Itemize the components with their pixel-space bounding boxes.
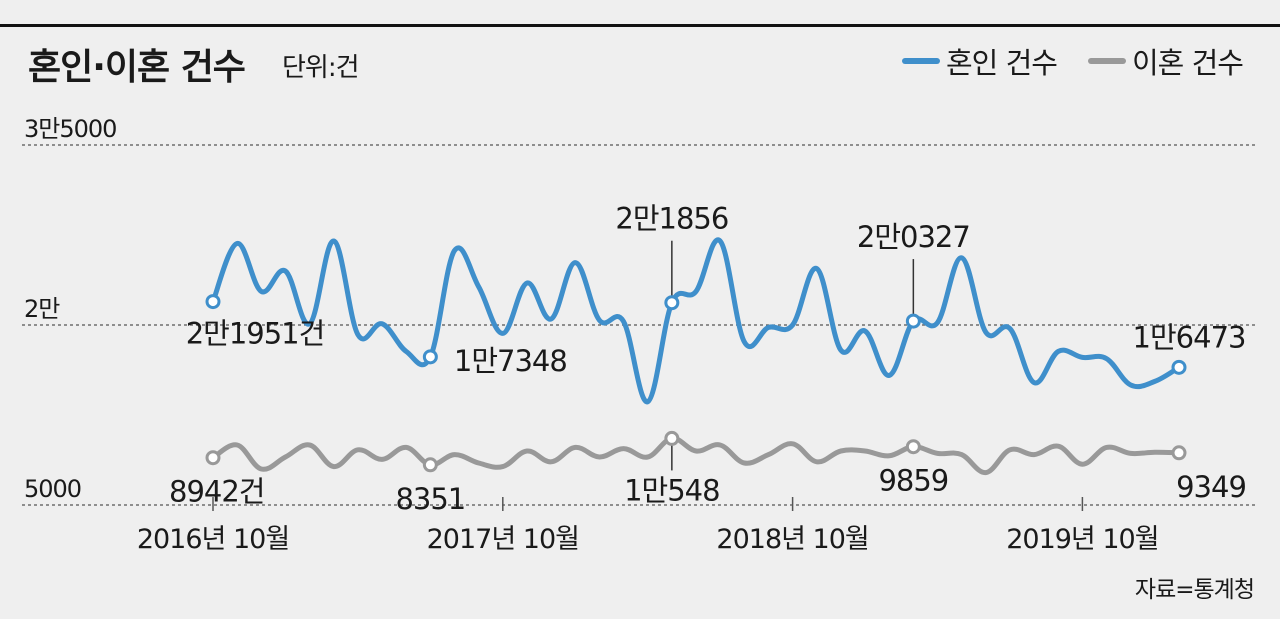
data-point-divorce [1171, 445, 1187, 461]
y-tick-label: 5000 [24, 475, 81, 503]
data-label-marriage: 2만1856 [615, 202, 728, 236]
y-tick-label: 2만 [24, 295, 60, 323]
legend-swatch-divorce [1088, 58, 1126, 64]
data-label-divorce: 8351 [395, 482, 465, 516]
legend-swatch-marriage [902, 58, 940, 64]
data-point-divorce [205, 450, 221, 466]
legend-item-marriage: 혼인 건수 [902, 43, 1058, 80]
chart-title: 혼인·이혼 건수 [28, 47, 246, 88]
source-note: 자료=통계청 [1134, 577, 1255, 603]
series-line-divorce [210, 435, 1182, 476]
x-tick-label: 2018년 10월 [716, 524, 868, 555]
data-point-marriage [664, 295, 680, 311]
x-tick-label: 2019년 10월 [1006, 524, 1158, 555]
data-point-divorce [905, 439, 921, 455]
label-layer: 3만5000 2만 5000 2016년 10월 2017년 10월 2018년 10월 2… [24, 115, 1247, 555]
unit-label: 단위:건 [282, 53, 360, 83]
series-line-marriage [210, 237, 1182, 405]
data-point-divorce [422, 457, 438, 473]
data-label-divorce: 9859 [878, 464, 948, 498]
data-point-marriage [905, 313, 921, 329]
top-rule [0, 24, 1280, 27]
x-tick-label: 2016년 10월 [137, 524, 289, 555]
data-label-divorce: 9349 [1176, 470, 1246, 504]
legend-item-divorce: 이혼 건수 [1088, 43, 1244, 80]
data-point-marriage [422, 349, 438, 365]
data-label-marriage: 2만0327 [857, 220, 970, 254]
data-label-marriage: 2만1951건 [186, 317, 325, 351]
x-tick-label: 2017년 10월 [427, 524, 579, 555]
legend-label-marriage: 혼인 건수 [946, 46, 1058, 80]
data-label-marriage: 1만7348 [454, 344, 567, 378]
data-label-divorce: 1만548 [624, 473, 719, 507]
grid-layer [22, 144, 1258, 511]
data-label-marriage: 1만6473 [1133, 320, 1246, 354]
y-tick-label: 3만5000 [24, 115, 116, 143]
legend-label-divorce: 이혼 건수 [1132, 46, 1244, 80]
series-layer [210, 237, 1182, 476]
data-point-divorce [664, 430, 680, 446]
data-point-marriage [205, 294, 221, 310]
data-label-divorce: 8942건 [169, 475, 264, 509]
data-point-marriage [1171, 359, 1187, 375]
